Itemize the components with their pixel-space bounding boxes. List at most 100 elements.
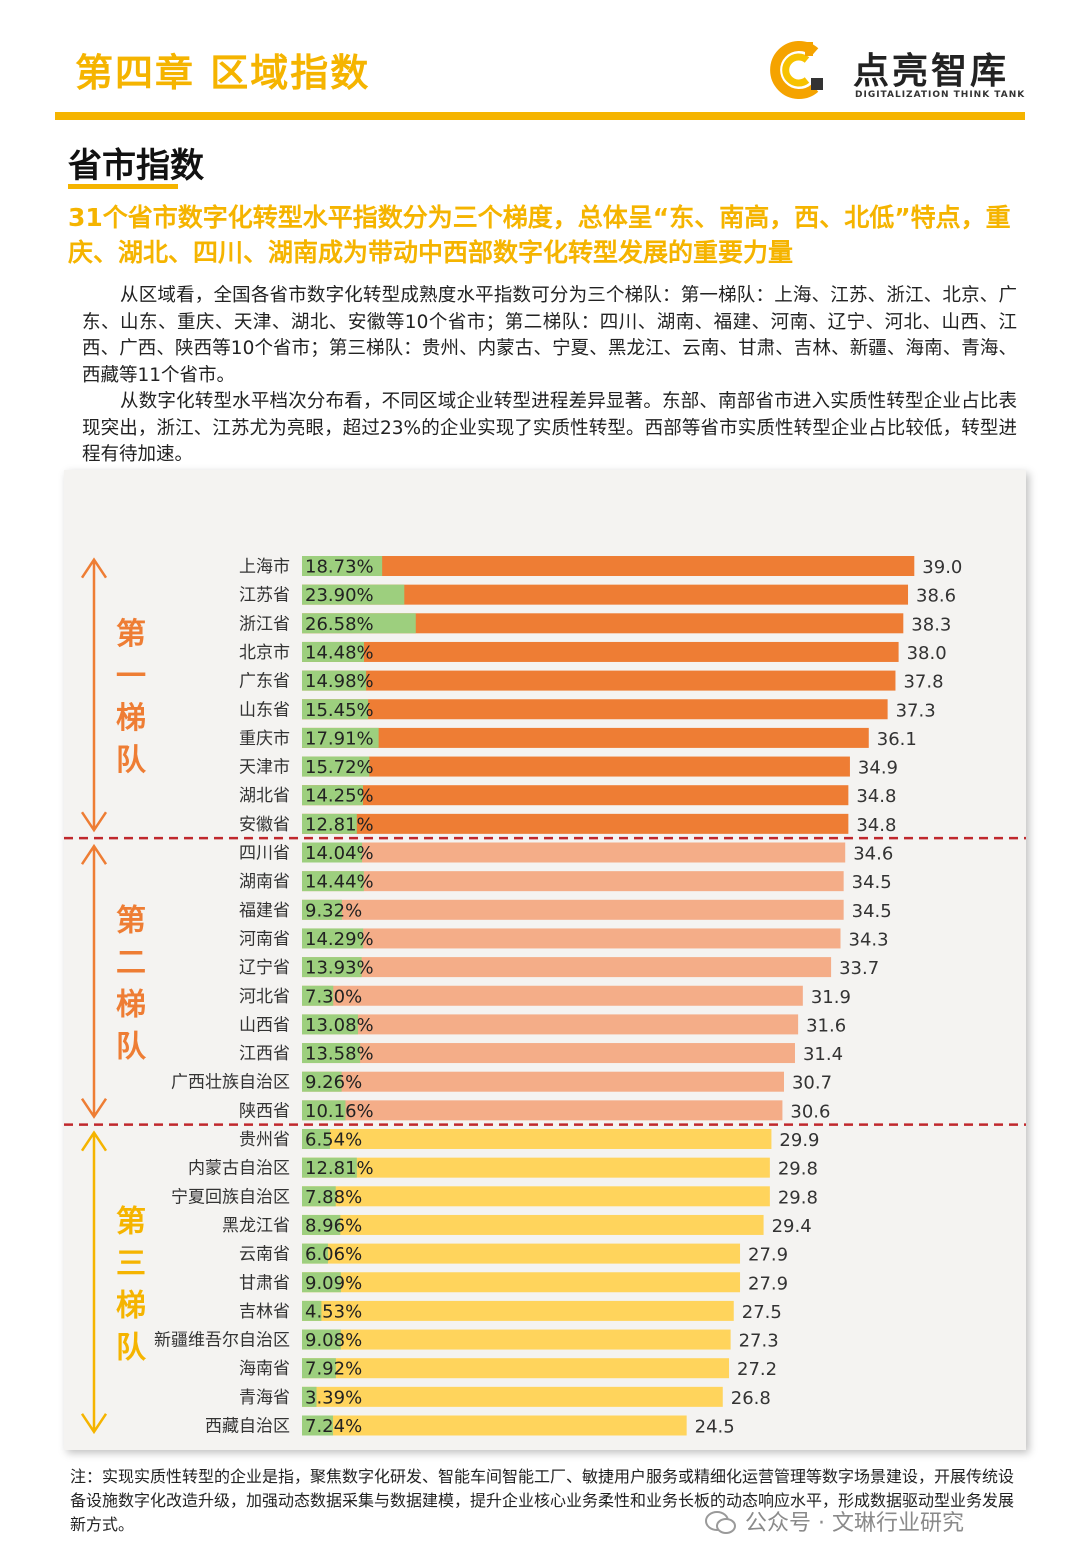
share-label: 26.58% bbox=[305, 614, 374, 635]
index-bar bbox=[302, 1329, 731, 1350]
province-label: 四川省 bbox=[239, 844, 290, 864]
index-label: 37.3 bbox=[896, 700, 936, 721]
index-label: 33.7 bbox=[839, 958, 879, 979]
share-bar bbox=[302, 871, 364, 892]
province-label: 北京市 bbox=[239, 643, 290, 663]
share-bar bbox=[302, 1358, 336, 1379]
province-label: 内蒙古自治区 bbox=[188, 1159, 290, 1179]
index-label: 34.5 bbox=[852, 901, 892, 922]
index-bar bbox=[302, 613, 904, 634]
index-label: 34.9 bbox=[858, 758, 898, 779]
share-label: 23.90% bbox=[305, 585, 374, 606]
tier-label-char: 一 bbox=[116, 659, 146, 694]
share-bar bbox=[302, 1386, 317, 1407]
index-bar bbox=[302, 699, 888, 720]
share-label: 9.09% bbox=[305, 1273, 362, 1294]
province-label: 湖北省 bbox=[239, 786, 290, 806]
tier-label-char: 梯 bbox=[116, 701, 146, 736]
share-label: 7.88% bbox=[305, 1187, 362, 1208]
footnote: 注：实现实质性转型的企业是指，聚焦数字化研发、智能车间智能工厂、敏捷用户服务或精… bbox=[70, 1467, 1015, 1534]
share-bar bbox=[302, 1157, 357, 1178]
share-label: 15.45% bbox=[305, 700, 374, 721]
chapter-title: 第四章 区域指数 bbox=[75, 51, 371, 95]
index-label: 34.8 bbox=[856, 786, 896, 807]
share-bar bbox=[302, 813, 357, 834]
share-bar bbox=[302, 1043, 361, 1064]
section-title: 省市指数 bbox=[68, 146, 204, 186]
index-bar bbox=[302, 1100, 783, 1121]
province-label: 海南省 bbox=[239, 1359, 290, 1379]
share-bar bbox=[302, 1100, 346, 1121]
share-label: 14.44% bbox=[305, 872, 374, 893]
index-bar bbox=[302, 928, 841, 949]
index-bar bbox=[302, 584, 909, 605]
share-label: 15.72% bbox=[305, 757, 374, 778]
share-bar bbox=[302, 613, 416, 634]
province-label: 安徽省 bbox=[239, 815, 290, 835]
share-bar bbox=[302, 957, 362, 978]
watermark: 公众号 · 文琳行业研究 bbox=[745, 1511, 964, 1536]
index-bar bbox=[302, 756, 850, 777]
index-bar bbox=[302, 641, 899, 662]
province-label: 江苏省 bbox=[239, 586, 290, 606]
province-label: 福建省 bbox=[239, 901, 290, 921]
index-bar bbox=[302, 871, 844, 892]
province-label: 重庆市 bbox=[239, 729, 290, 749]
index-bar bbox=[302, 1014, 799, 1035]
index-bar bbox=[302, 556, 915, 576]
share-label: 9.08% bbox=[305, 1330, 362, 1351]
province-label: 山西省 bbox=[239, 1015, 290, 1035]
index-bar bbox=[302, 1300, 734, 1321]
headline: 31个省市数字化转型水平指数分为三个梯度，总体呈“东、南高，西、北低”特点，重庆… bbox=[68, 203, 1011, 267]
index-label: 30.7 bbox=[792, 1073, 832, 1094]
tier-label-char: 第 bbox=[116, 617, 146, 652]
province-label: 辽宁省 bbox=[239, 958, 290, 978]
share-label: 12.81% bbox=[305, 814, 374, 835]
tier-label-char: 第 bbox=[116, 1204, 146, 1239]
province-label: 广西壮族自治区 bbox=[171, 1073, 290, 1093]
tier-label-char: 三 bbox=[116, 1246, 146, 1281]
share-label: 14.98% bbox=[305, 671, 374, 692]
index-label: 38.0 bbox=[907, 643, 947, 664]
body-paragraph-2: 从数字化转型水平档次分布看，不同区域企业转型进程差异显著。东部、南部省市进入实质… bbox=[82, 391, 1017, 465]
index-bar bbox=[302, 957, 832, 978]
tier-arrow bbox=[80, 843, 108, 1119]
share-bar bbox=[302, 1129, 330, 1149]
index-label: 34.3 bbox=[849, 929, 889, 950]
province-label: 新疆维吾尔自治区 bbox=[154, 1331, 290, 1351]
share-bar bbox=[302, 641, 364, 662]
share-bar bbox=[302, 899, 342, 920]
index-label: 27.3 bbox=[739, 1331, 779, 1352]
tier-arrow bbox=[80, 1130, 108, 1435]
index-label: 29.4 bbox=[772, 1216, 812, 1237]
tier-label-char: 梯 bbox=[116, 1288, 146, 1323]
province-label: 广东省 bbox=[239, 672, 290, 692]
share-bar bbox=[302, 1329, 341, 1350]
province-label: 天津市 bbox=[239, 758, 290, 778]
share-label: 6.06% bbox=[305, 1244, 362, 1265]
tier-label-char: 队 bbox=[116, 743, 147, 778]
province-label: 上海市 bbox=[239, 557, 290, 577]
share-label: 7.24% bbox=[305, 1416, 362, 1437]
share-label: 10.16% bbox=[305, 1101, 374, 1122]
share-bar bbox=[302, 756, 370, 777]
share-bar bbox=[302, 842, 363, 863]
index-label: 24.5 bbox=[695, 1417, 735, 1438]
share-label: 3.39% bbox=[305, 1387, 362, 1408]
share-bar bbox=[302, 1186, 336, 1207]
province-label: 贵州省 bbox=[239, 1130, 290, 1150]
index-label: 38.6 bbox=[916, 586, 956, 607]
index-bar bbox=[302, 1214, 764, 1235]
province-label: 河南省 bbox=[239, 929, 290, 949]
logo-icon bbox=[770, 41, 823, 99]
index-label: 27.9 bbox=[748, 1245, 788, 1266]
index-label: 29.8 bbox=[778, 1187, 818, 1208]
tier-label-char: 队 bbox=[116, 1330, 147, 1365]
index-bar bbox=[302, 1272, 741, 1293]
body-paragraph-1: 从区域看，全国各省市数字化转型成熟度水平指数可分为三个梯队：第一梯队：上海、江苏… bbox=[82, 285, 1017, 386]
index-bar bbox=[302, 1386, 723, 1407]
share-bar bbox=[302, 1272, 341, 1293]
share-label: 8.96% bbox=[305, 1215, 362, 1236]
province-label: 湖南省 bbox=[239, 872, 290, 892]
brand-logo: 点亮智库 DIGITALIZATION THINK TANK bbox=[765, 38, 1035, 102]
